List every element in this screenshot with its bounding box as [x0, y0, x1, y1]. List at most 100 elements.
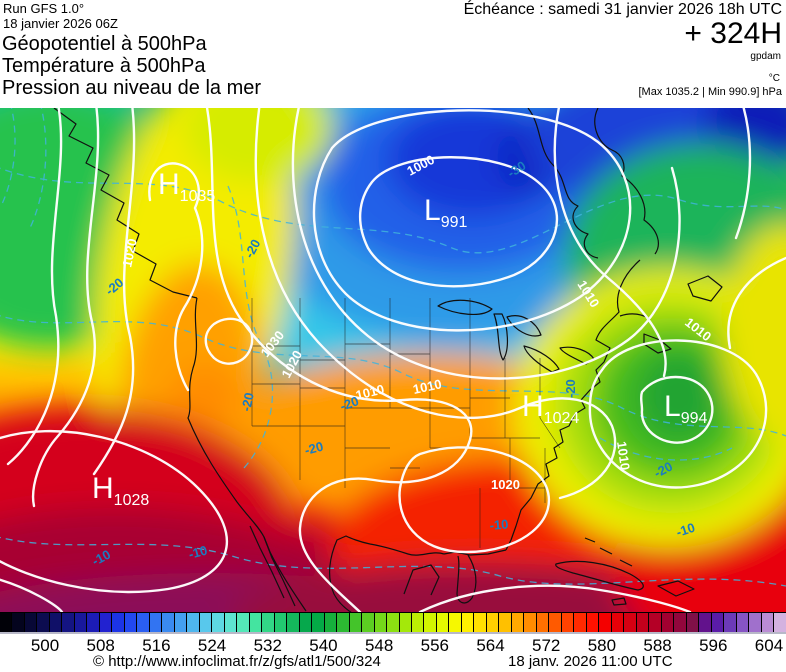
colorbar-cell	[348, 613, 362, 632]
isobar-label: 1010	[412, 376, 443, 397]
colorbar-cell	[760, 613, 774, 632]
colorbar-cell	[598, 613, 611, 632]
copyright-url: © http://www.infoclimat.fr/z/gfs/atl1/50…	[93, 653, 381, 670]
colorbar-cell	[198, 613, 212, 632]
title-pressure: Pression au niveau de la mer	[2, 77, 262, 99]
scale-tick-label: 508	[86, 636, 115, 655]
pressure-extremes: [Max 1035.2 | Min 990.9] hPa	[638, 86, 783, 98]
colorbar-cell	[323, 613, 337, 632]
colorbar-cell	[410, 613, 424, 632]
run-model: Run GFS 1.0°	[3, 1, 85, 16]
colorbar	[0, 612, 786, 634]
colorbar-cell	[485, 613, 499, 632]
scale-tick-label: 532	[253, 636, 282, 655]
colorbar-cell	[623, 613, 636, 632]
unit-geopotential: gpdam	[750, 51, 781, 62]
colorbar-cell	[748, 613, 761, 632]
colorbar-cell	[498, 613, 511, 632]
coastlines	[53, 108, 723, 612]
colorbar-cell	[460, 613, 474, 632]
colorbar-cell	[573, 613, 586, 632]
colorbar-cell	[23, 613, 37, 632]
colorbar-cell	[261, 613, 274, 632]
colorbar-cell	[510, 613, 524, 632]
colorbar-cell	[273, 613, 287, 632]
colorbar-cell	[373, 613, 387, 632]
colorbar-cell	[523, 613, 536, 632]
colorbar-cell	[148, 613, 162, 632]
colorbar-cell	[86, 613, 99, 632]
colorbar-cell	[735, 613, 749, 632]
colorbar-cell	[311, 613, 324, 632]
colorbar-cell	[673, 613, 686, 632]
title-temperature: Température à 500hPa	[2, 55, 206, 77]
colorbar-cell	[448, 613, 461, 632]
scale-tick-label: 500	[30, 636, 60, 655]
scale-tick-label: 564	[476, 636, 505, 655]
colorbar-cell	[336, 613, 349, 632]
colorbar-cell	[286, 613, 299, 632]
pressure-contours	[0, 108, 786, 612]
temperature-label: -20	[238, 391, 257, 413]
colorbar-cell	[535, 613, 549, 632]
scale-tick-label: 524	[197, 636, 227, 655]
run-date: 18 janvier 2026 06Z	[3, 16, 118, 31]
colorbar-cell	[211, 613, 224, 632]
colorbar-cell	[548, 613, 561, 632]
colorbar-cell	[585, 613, 599, 632]
colorbar-cell	[386, 613, 399, 632]
colorbar-cell	[361, 613, 374, 632]
colorbar-cell	[648, 613, 661, 632]
colorbar-cell	[435, 613, 449, 632]
scale-tick-label: 556	[420, 636, 450, 655]
temperature-label: -20	[563, 379, 578, 398]
colorbar-cell	[248, 613, 262, 632]
colorbar-cell	[723, 613, 736, 632]
colorbar-cell	[473, 613, 486, 632]
colorbar-cell	[698, 613, 711, 632]
header: Run GFS 1.0° 18 janvier 2026 06Z Géopote…	[0, 0, 786, 108]
scale-ticks: 500 508 516 524 532 540 548 556 564 572 580 588 596 6…	[0, 636, 786, 655]
colorbar-cell	[560, 613, 574, 632]
valid-time: Échéance : samedi 31 janvier 2026 18h UT…	[463, 1, 782, 18]
unit-temperature: °C	[768, 73, 780, 84]
colorbar-cell	[48, 613, 62, 632]
colorbar-cell	[173, 613, 187, 632]
colorbar-cell	[123, 613, 137, 632]
scale-tick-label: 548	[364, 636, 394, 655]
colorbar-cell	[398, 613, 411, 632]
colorbar-cell	[223, 613, 237, 632]
colorbar-cell	[660, 613, 674, 632]
isobar-label: 1020	[491, 477, 520, 492]
scale-tick-label: 588	[643, 636, 672, 655]
scale-tick-label: 604	[754, 636, 784, 655]
colorbar-cell	[161, 613, 174, 632]
temperature-label: -10	[489, 516, 509, 533]
forecast-lead-time: + 324H	[684, 17, 782, 50]
colorbar-cell	[11, 613, 24, 632]
colorbar-cell	[773, 613, 786, 632]
scale-tick-label: 516	[142, 636, 171, 655]
isobar-label: 1010	[354, 381, 386, 403]
colorbar-cell	[186, 613, 199, 632]
isobar-label: 1010	[614, 440, 633, 471]
scale-tick-label: 580	[587, 636, 617, 655]
colorbar-cell	[111, 613, 124, 632]
colorbar-cell	[610, 613, 624, 632]
title-geopotential: Géopotentiel à 500hPa	[2, 33, 207, 55]
scale-tick-label: 596	[699, 636, 728, 655]
colorbar-cell	[423, 613, 436, 632]
colorbar-cell	[685, 613, 699, 632]
temperature-label: -10	[187, 543, 209, 562]
temperature-label: -10	[674, 520, 697, 540]
colorbar-cell	[298, 613, 312, 632]
colorbar-cell	[73, 613, 87, 632]
colorbar-cell	[0, 613, 12, 632]
temperature-label: -20	[303, 439, 325, 458]
colorbar-cell	[98, 613, 112, 632]
scale-tick-label: 572	[532, 636, 561, 655]
isobar-label: 1020	[119, 237, 140, 268]
